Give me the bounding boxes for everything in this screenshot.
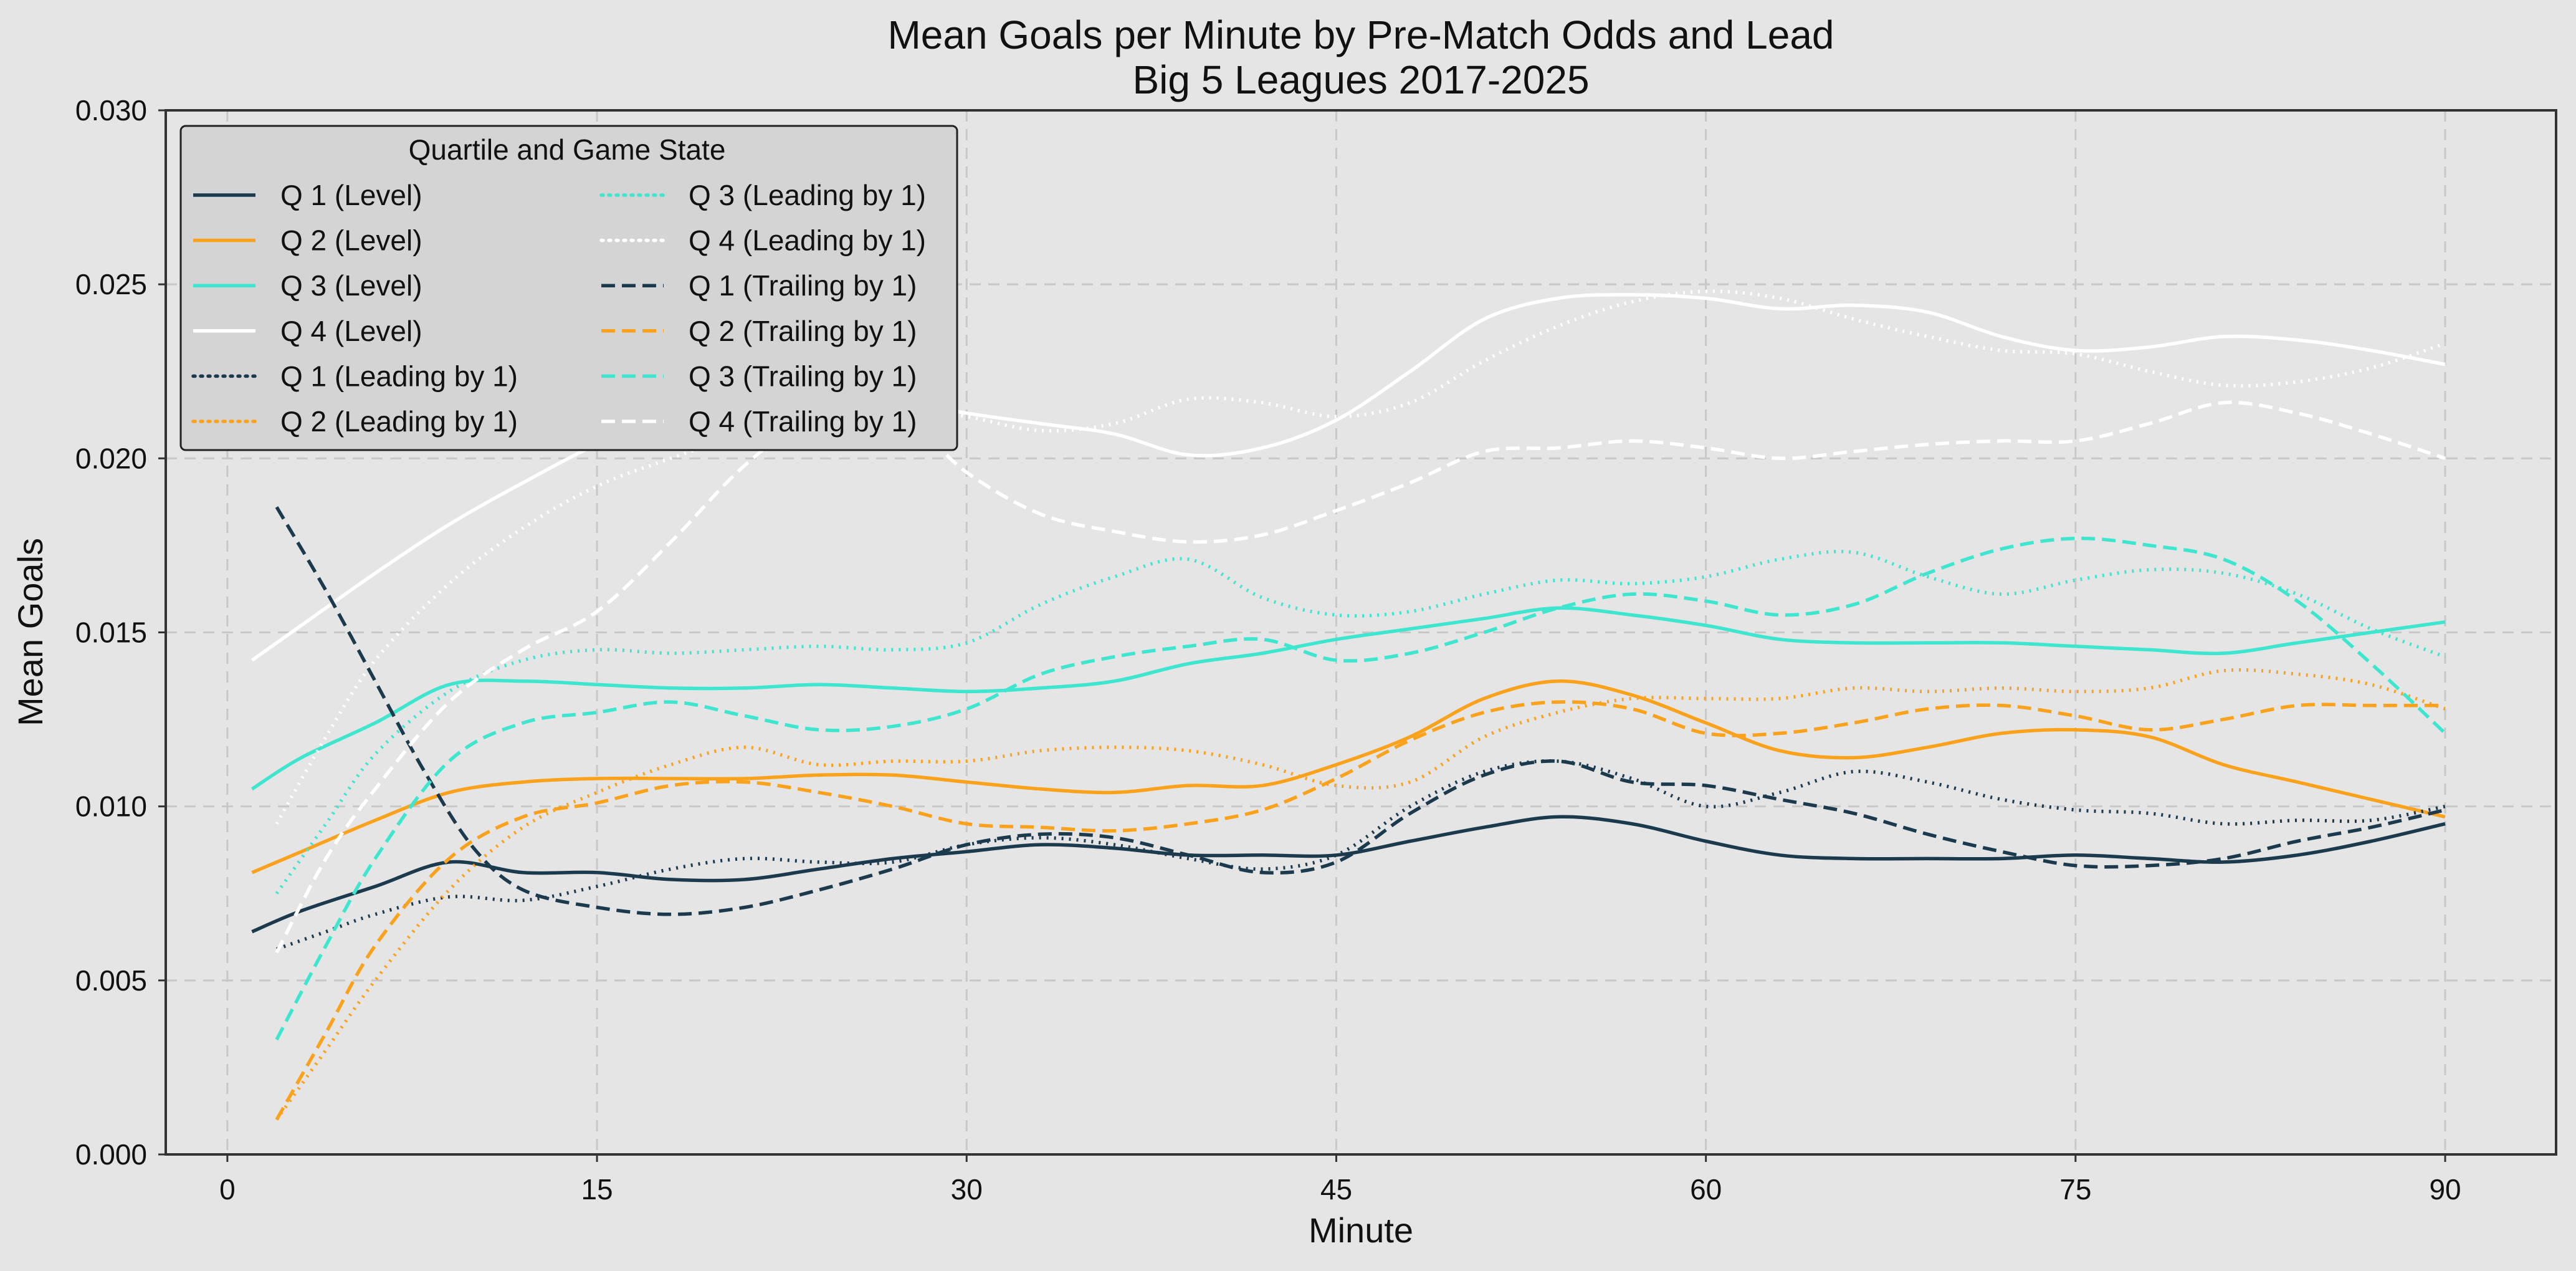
- series-line-q-4-leading-by-1: [275, 289, 2446, 825]
- legend-label-q-2-level: Q 2 (Level): [280, 224, 422, 257]
- x-tick-label: 0: [219, 1173, 236, 1206]
- series-line-q-3-level: [250, 606, 2446, 791]
- y-axis-label: Mean Goals: [11, 538, 50, 726]
- series-line-q-2-trailing-by-1: [275, 700, 2445, 1121]
- legend-label-q-1-level: Q 1 (Level): [280, 179, 422, 211]
- series-line-q-3-trailing-by-1: [275, 536, 2446, 1041]
- x-tick-label: 15: [581, 1173, 613, 1206]
- legend-box: [179, 125, 958, 451]
- legend-label-q-1-trailing-by-1: Q 1 (Trailing by 1): [689, 269, 917, 302]
- y-tick-label: 0.010: [75, 790, 147, 823]
- x-axis-label: Minute: [1309, 1211, 1413, 1250]
- legend-label-q-4-leading-by-1: Q 4 (Leading by 1): [689, 224, 926, 257]
- legend-label-q-3-level: Q 3 (Level): [280, 269, 422, 302]
- legend-title: Quartile and Game State: [409, 133, 726, 166]
- y-tick-label: 0.030: [75, 94, 147, 127]
- y-tick-label: 0.015: [75, 616, 147, 649]
- legend: Quartile and Game State Q 1 (Level) Q 2 (L…: [179, 125, 958, 451]
- x-tick-label: 45: [1320, 1173, 1352, 1206]
- series-line-q-1-trailing-by-1: [275, 506, 2446, 916]
- series-line-q-2-level: [251, 679, 2446, 875]
- legend-label-q-3-trailing-by-1: Q 3 (Trailing by 1): [689, 360, 917, 392]
- legend-label-q-4-trailing-by-1: Q 4 (Trailing by 1): [689, 405, 917, 438]
- y-tick-label: 0.020: [75, 442, 147, 474]
- chart-subtitle: Big 5 Leagues 2017-2025: [1132, 57, 1589, 102]
- chart-title: Mean Goals per Minute by Pre-Match Odds …: [887, 12, 1834, 57]
- legend-label-q-4-level: Q 4 (Level): [280, 315, 422, 347]
- x-tick-label: 75: [2059, 1173, 2091, 1206]
- y-tick-label: 0.005: [75, 964, 147, 997]
- legend-label-q-1-leading-by-1: Q 1 (Leading by 1): [280, 360, 518, 392]
- series-line-q-2-leading-by-1: [275, 668, 2446, 1121]
- y-tick-label: 0.025: [75, 268, 147, 300]
- series-line-q-1-leading-by-1: [276, 759, 2446, 951]
- x-tick-label: 60: [1690, 1173, 1722, 1206]
- x-tick-label: 90: [2429, 1173, 2461, 1206]
- legend-label-q-2-trailing-by-1: Q 2 (Trailing by 1): [689, 315, 917, 347]
- legend-label-q-3-leading-by-1: Q 3 (Leading by 1): [689, 179, 926, 211]
- x-tick-label: 30: [951, 1173, 983, 1206]
- y-tick-label: 0.000: [75, 1138, 147, 1171]
- legend-label-q-2-leading-by-1: Q 2 (Leading by 1): [280, 405, 518, 438]
- axis-ticks: 0 15 30 45 60 75 90 0.000 0.005 0.010 0.015 0.020 0.…: [75, 94, 2461, 1206]
- series-line-q-1-level: [251, 815, 2446, 934]
